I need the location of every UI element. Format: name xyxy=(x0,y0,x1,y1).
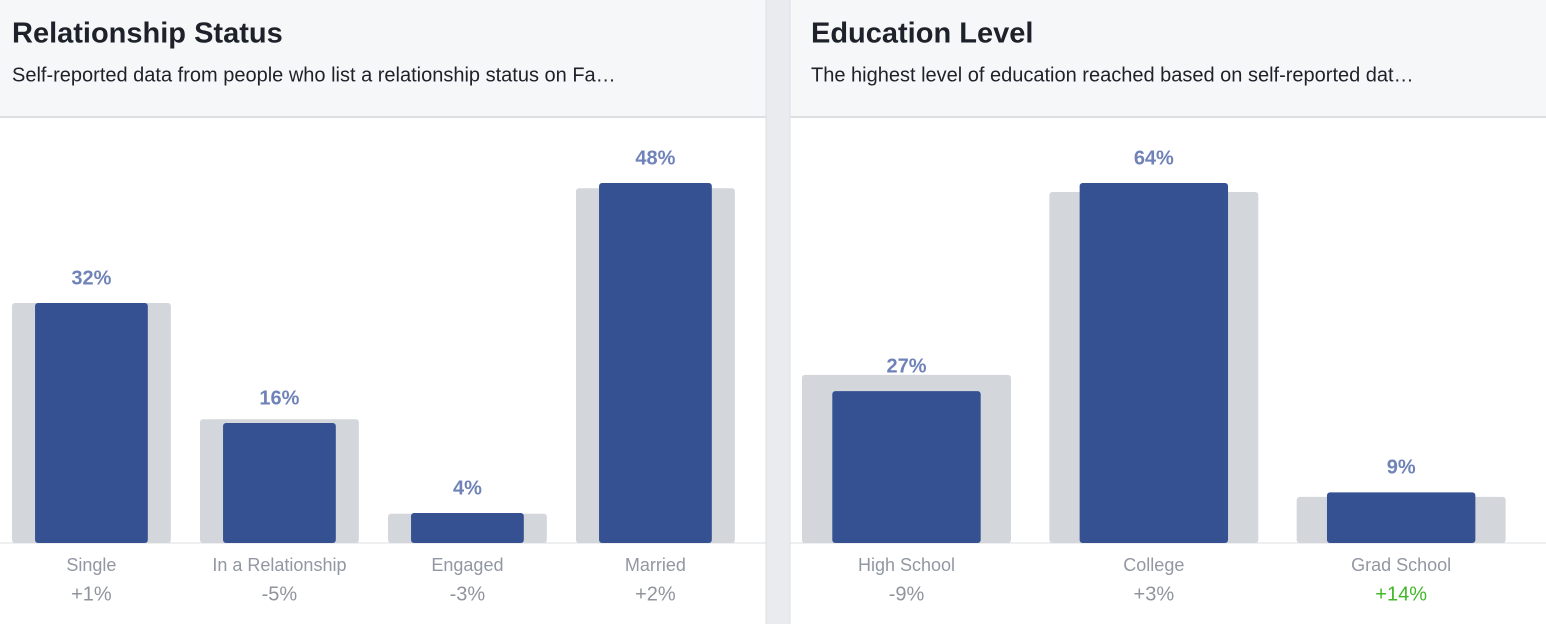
change-label: +1% xyxy=(71,583,112,605)
category-label: High School xyxy=(858,555,955,575)
divider xyxy=(766,0,790,624)
header xyxy=(790,0,1546,117)
chart-subtitle: The highest level of education reached b… xyxy=(811,64,1414,86)
bar xyxy=(1326,492,1476,543)
change-label: +2% xyxy=(635,583,676,605)
category-label: Grad School xyxy=(1351,555,1451,575)
value-label: 9% xyxy=(1387,457,1416,479)
value-label: 27% xyxy=(886,355,926,377)
chart-subtitle: Self-reported data from people who list … xyxy=(12,64,616,86)
category-label: Engaged xyxy=(431,555,503,575)
category-label: In a Relationship xyxy=(212,555,346,575)
header xyxy=(0,0,766,117)
value-label: 32% xyxy=(71,267,111,289)
change-label: -9% xyxy=(889,583,925,605)
value-label: 4% xyxy=(453,477,482,499)
change-label: -5% xyxy=(262,583,298,605)
change-label: +3% xyxy=(1134,583,1175,605)
bar xyxy=(35,303,148,543)
bar xyxy=(223,423,336,543)
category-label: College xyxy=(1123,555,1184,575)
bar xyxy=(599,183,712,543)
chart-title: Education Level xyxy=(811,18,1033,50)
change-label: -3% xyxy=(450,583,486,605)
value-label: 48% xyxy=(635,147,675,169)
change-label: +14% xyxy=(1375,583,1427,605)
bar xyxy=(411,513,524,543)
category-label: Single xyxy=(66,555,116,575)
value-label: 16% xyxy=(259,387,299,409)
chart-title: Relationship Status xyxy=(12,18,283,50)
category-label: Married xyxy=(625,555,686,575)
value-label: 64% xyxy=(1134,147,1174,169)
bar xyxy=(1079,183,1229,543)
bar xyxy=(832,391,981,543)
